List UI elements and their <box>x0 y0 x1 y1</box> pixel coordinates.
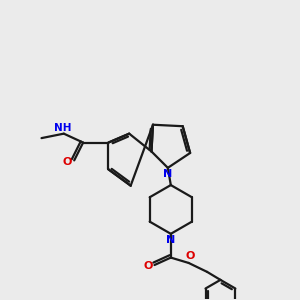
Text: N: N <box>166 236 176 245</box>
Text: O: O <box>63 157 72 167</box>
Text: O: O <box>185 251 195 261</box>
Text: N: N <box>163 169 172 179</box>
Text: O: O <box>143 261 153 271</box>
Text: NH: NH <box>54 123 71 133</box>
